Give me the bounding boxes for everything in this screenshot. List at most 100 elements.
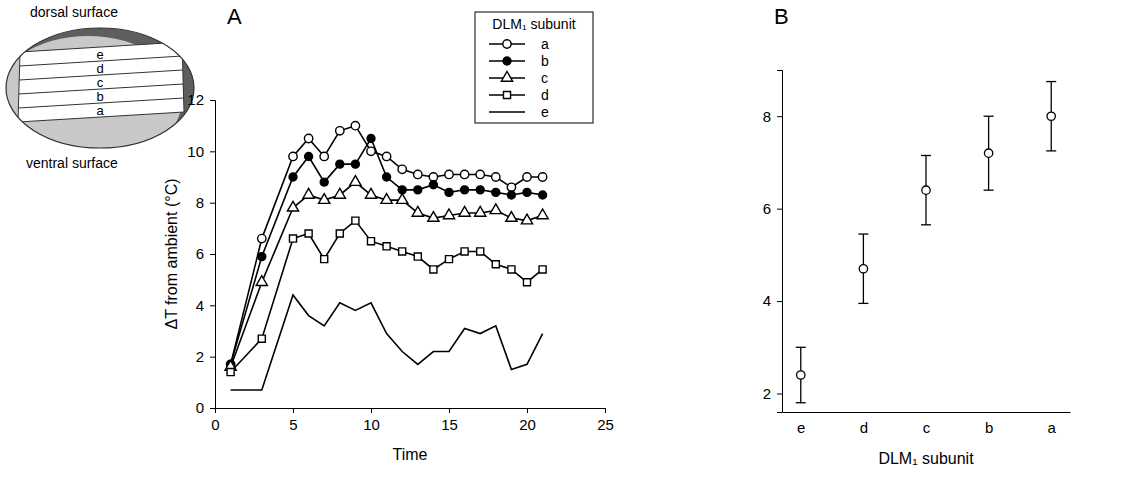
data-point bbox=[492, 173, 500, 181]
data-point bbox=[258, 234, 266, 242]
data-point bbox=[460, 170, 468, 178]
data-point bbox=[476, 170, 484, 178]
data-point bbox=[523, 173, 531, 181]
tick: d bbox=[860, 412, 868, 436]
data-point bbox=[445, 256, 452, 263]
tick-label: c bbox=[923, 419, 931, 436]
tick-mark bbox=[527, 408, 528, 413]
data-point bbox=[367, 135, 375, 143]
tick: 20 bbox=[519, 408, 536, 433]
tick: 4 bbox=[763, 292, 782, 309]
section-outline bbox=[6, 28, 194, 148]
data-point bbox=[412, 206, 423, 216]
data-point bbox=[475, 206, 486, 216]
data-point bbox=[382, 152, 390, 160]
tick-label: 6 bbox=[763, 200, 771, 217]
data-point bbox=[258, 335, 265, 342]
error-cap bbox=[1046, 81, 1056, 82]
data-point bbox=[523, 279, 530, 286]
data-point bbox=[336, 230, 343, 237]
data-point bbox=[304, 134, 312, 142]
tick: e bbox=[797, 412, 805, 436]
panel-a: 0510152025024681012TimeΔT from ambient (… bbox=[163, 4, 614, 463]
tick-mark bbox=[210, 151, 215, 152]
panel-b: edcba2468DLM₁ subunitB bbox=[763, 4, 1071, 467]
data-point bbox=[506, 212, 517, 222]
tick: 10 bbox=[363, 408, 380, 433]
legend-label: a bbox=[541, 36, 549, 52]
tick-mark bbox=[449, 408, 450, 413]
data-point bbox=[352, 217, 359, 224]
x-axis-line bbox=[783, 412, 1071, 413]
tick-label: 0 bbox=[211, 416, 219, 433]
data-point bbox=[507, 183, 515, 191]
data-point bbox=[383, 243, 390, 250]
series-line bbox=[231, 182, 543, 367]
error-cap bbox=[796, 347, 806, 348]
data-point bbox=[429, 181, 437, 189]
panel-letter: A bbox=[227, 4, 242, 29]
tick-label: a bbox=[1048, 419, 1057, 436]
data-point bbox=[256, 276, 267, 286]
data-point bbox=[537, 209, 548, 219]
data-point bbox=[797, 371, 805, 379]
data-point bbox=[430, 266, 437, 273]
data-point bbox=[303, 188, 314, 198]
tick: 8 bbox=[196, 194, 215, 211]
tick: c bbox=[923, 412, 931, 436]
tick-mark bbox=[777, 209, 782, 210]
tick: 12 bbox=[187, 91, 215, 108]
x-axis-title: Time bbox=[393, 446, 428, 463]
data-point bbox=[336, 160, 344, 168]
legend-box bbox=[475, 12, 593, 123]
top-label: dorsal surface bbox=[30, 4, 118, 20]
tick-label: 4 bbox=[763, 292, 771, 309]
legend: DLM₁ subunitabcde bbox=[475, 12, 593, 123]
tick: 15 bbox=[441, 408, 458, 433]
data-point bbox=[461, 248, 468, 255]
tick: 6 bbox=[196, 245, 215, 262]
tick-label: 2 bbox=[196, 348, 204, 365]
tick-label: 8 bbox=[196, 194, 204, 211]
data-point bbox=[320, 152, 328, 160]
data-point bbox=[508, 266, 515, 273]
data-point bbox=[367, 147, 375, 155]
data-point bbox=[399, 248, 406, 255]
error-cap bbox=[858, 303, 868, 304]
data-point bbox=[305, 152, 313, 160]
data-point bbox=[398, 165, 406, 173]
data-point bbox=[490, 204, 501, 214]
data-point bbox=[227, 369, 234, 376]
data-point bbox=[289, 152, 297, 160]
data-point bbox=[445, 170, 453, 178]
tick: 0 bbox=[211, 408, 219, 433]
tick-label: 15 bbox=[441, 416, 458, 433]
x-axis-title: DLM₁ subunit bbox=[878, 450, 974, 467]
legend-label: b bbox=[541, 53, 549, 69]
y-axis: 2468 bbox=[763, 71, 783, 413]
data-point bbox=[492, 188, 500, 196]
tick: 8 bbox=[763, 108, 782, 125]
tick-label: 12 bbox=[187, 91, 204, 108]
legend-label: d bbox=[541, 87, 549, 103]
data-point bbox=[414, 253, 421, 260]
tick-label: 20 bbox=[519, 416, 536, 433]
bottom-label: ventral surface bbox=[26, 155, 118, 171]
y-axis-line bbox=[777, 71, 783, 413]
tick: 0 bbox=[196, 399, 215, 416]
data-point bbox=[397, 194, 408, 204]
band-label: a bbox=[96, 103, 104, 118]
data-point bbox=[523, 188, 531, 196]
error-cap bbox=[858, 233, 868, 234]
series-line bbox=[231, 295, 543, 390]
tick-mark bbox=[777, 301, 782, 302]
tick: 10 bbox=[187, 143, 215, 160]
data-point bbox=[984, 149, 992, 157]
tick-label: b bbox=[985, 419, 993, 436]
y-axis-title: ΔT from ambient (°C) bbox=[163, 178, 180, 329]
data-point bbox=[414, 170, 422, 178]
error-cap bbox=[796, 402, 806, 403]
tick-label: d bbox=[860, 419, 868, 436]
data-point bbox=[305, 230, 312, 237]
data-point bbox=[539, 191, 547, 199]
